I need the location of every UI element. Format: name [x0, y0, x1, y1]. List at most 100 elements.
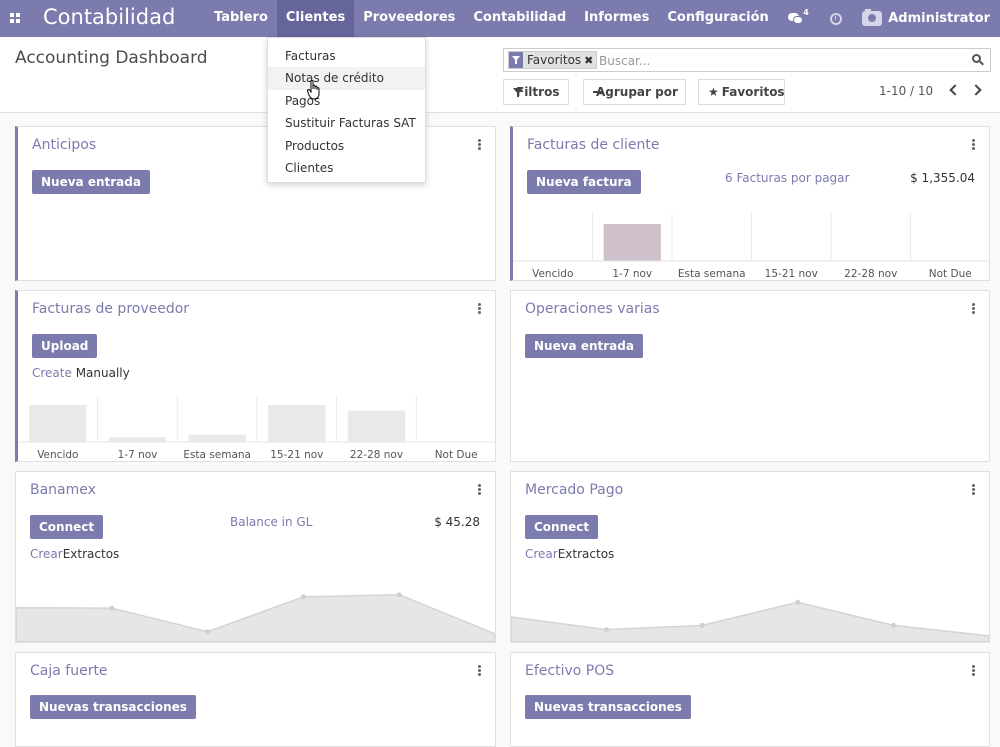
card-banamex: Banamex Connect Balance in GL $ 45.28 Cr… [15, 471, 496, 643]
app-brand[interactable]: Contabilidad [43, 5, 176, 29]
dropdown-item-productos[interactable]: Productos [285, 138, 345, 153]
facet-label: Favoritos [527, 53, 582, 67]
menu-configuracion[interactable]: Configuración [667, 10, 769, 25]
facet-close-icon[interactable]: ✖ [584, 53, 594, 67]
dropdown-item-clientes[interactable]: Clientes [285, 160, 334, 175]
user-menu[interactable]: Administrator [888, 11, 990, 26]
manually-text: Manually [71, 366, 130, 380]
search-box[interactable]: Favoritos ✖ [503, 48, 991, 72]
search-icon[interactable] [972, 54, 984, 66]
kebab-menu-icon[interactable] [972, 665, 975, 676]
activity-clock-icon[interactable] [830, 12, 843, 25]
bar-tick-label: 1-7 nov [118, 449, 158, 461]
kebab-menu-icon[interactable] [972, 139, 975, 150]
area-point[interactable] [109, 605, 115, 611]
kebab-menu-icon[interactable] [972, 484, 975, 495]
main-menu: Tablero Clientes Proveedores Contabilida… [205, 0, 778, 37]
bar-1-7-nov[interactable] [108, 437, 167, 442]
card-caja-fuerte: Caja fuerte Nuevas transacciones [15, 652, 496, 747]
favorites-label: Favoritos [721, 85, 785, 99]
favorites-button[interactable]: ★ Favoritos [698, 79, 785, 105]
menu-informes[interactable]: Informes [584, 10, 650, 25]
card-title[interactable]: Caja fuerte [30, 663, 108, 679]
card-facturas-cliente: Facturas de cliente Nueva factura 6 Fact… [510, 126, 990, 281]
chat-icon[interactable]: 4 [788, 8, 809, 25]
area-chart-banamex [16, 592, 495, 642]
balance-amount: $ 45.28 [434, 515, 480, 529]
bar-tick-label: 22-28 nov [350, 449, 403, 461]
menu-proveedores[interactable]: Proveedores [363, 10, 456, 25]
nueva-entrada-button[interactable]: Nueva entrada [525, 334, 643, 358]
group-by-button[interactable]: Agrupar por [583, 79, 686, 105]
upload-button[interactable]: Upload [32, 334, 98, 358]
dropdown-item-facturas[interactable]: Facturas [285, 49, 336, 63]
bar-tick-label: 22-28 nov [844, 268, 897, 280]
bar-vencido[interactable] [29, 405, 87, 442]
apps-menu-icon[interactable] [10, 13, 20, 23]
card-title[interactable]: Anticipos [32, 137, 97, 153]
bar-chart-facturas-proveedor: Vencido 1-7 nov Esta semana 15-21 nov 22-28 … [18, 395, 496, 461]
bar-tick-label: 1-7 nov [612, 268, 652, 280]
bar-1-7-nov[interactable] [603, 224, 661, 261]
filters-label: Filtros [516, 85, 560, 99]
search-input[interactable] [599, 52, 959, 70]
card-title[interactable]: Operaciones varias [525, 301, 660, 317]
card-title[interactable]: Facturas de proveedor [32, 301, 190, 317]
area-point[interactable] [604, 627, 610, 633]
area-series [511, 601, 989, 642]
nueva-factura-button[interactable]: Nueva factura [527, 170, 641, 194]
chevron-left-icon[interactable] [949, 84, 961, 96]
chevron-right-icon[interactable] [970, 84, 982, 96]
area-point[interactable] [699, 622, 705, 628]
extractos-text: Extractos [62, 547, 120, 561]
bar-22-28-nov[interactable] [347, 410, 406, 442]
bar-chart-facturas-cliente: Vencido 1-7 nov Esta semana 15-21 nov 22-28 … [513, 213, 990, 280]
area-point[interactable] [396, 592, 402, 598]
user-avatar-icon[interactable] [862, 9, 883, 26]
card-title[interactable]: Banamex [30, 482, 96, 498]
crear-link[interactable]: Crear [525, 547, 558, 561]
clientes-dropdown: Facturas Notas de crédito Pagos Sustitui… [267, 37, 426, 183]
crear-link[interactable]: Crear [30, 547, 63, 561]
nueva-entrada-button[interactable]: Nueva entrada [32, 170, 150, 194]
create-link[interactable]: Create [32, 366, 72, 380]
card-mercado-pago: Mercado Pago Connect CrearExtractos [510, 471, 990, 643]
card-anticipos: Anticipos Nueva entrada [15, 126, 496, 281]
menu-tablero[interactable]: Tablero [214, 10, 268, 25]
balance-in-gl-link[interactable]: Balance in GL [230, 515, 313, 529]
dropdown-item-pagos[interactable]: Pagos [285, 93, 321, 108]
bar-esta-semana[interactable] [188, 434, 246, 442]
facturas-por-pagar-link[interactable]: 6 Facturas por pagar [725, 171, 850, 185]
filter-icon [509, 52, 523, 68]
area-point[interactable] [890, 622, 896, 628]
systray: 4 Administrator [788, 0, 990, 37]
facturas-amount: $ 1,355.04 [910, 171, 975, 185]
bar-tick-label: 15-21 nov [765, 268, 818, 280]
bar-tick-label: 15-21 nov [270, 449, 323, 461]
menu-clientes[interactable]: Clientes [276, 0, 355, 37]
card-title[interactable]: Efectivo POS [525, 663, 615, 679]
nuevas-transacciones-button[interactable]: Nuevas transacciones [30, 695, 196, 719]
bar-15-21-nov[interactable] [268, 405, 326, 442]
area-point[interactable] [300, 594, 306, 600]
area-point[interactable] [795, 599, 801, 605]
kebab-menu-icon[interactable] [478, 303, 481, 314]
pager-value[interactable]: 1-10 / 10 [879, 84, 934, 98]
card-efectivo-pos: Efectivo POS Nuevas transacciones [510, 652, 990, 747]
menu-contabilidad[interactable]: Contabilidad [473, 10, 567, 25]
card-title[interactable]: Facturas de cliente [527, 137, 660, 153]
connect-button[interactable]: Connect [525, 515, 599, 539]
connect-button[interactable]: Connect [30, 515, 104, 539]
kebab-menu-icon[interactable] [972, 303, 975, 314]
kebab-menu-icon[interactable] [478, 139, 481, 150]
kebab-menu-icon[interactable] [478, 484, 481, 495]
kebab-menu-icon[interactable] [478, 665, 481, 676]
dropdown-item-notas-credito[interactable]: Notas de crédito [268, 67, 425, 90]
filters-button[interactable]: Filtros [503, 79, 569, 105]
dropdown-item-sustituir-facturas[interactable]: Sustituir Facturas SAT [285, 116, 416, 131]
nuevas-transacciones-button[interactable]: Nuevas transacciones [525, 695, 691, 719]
crear-extractos-row: CrearExtractos [525, 547, 614, 561]
area-point[interactable] [205, 629, 211, 635]
card-title[interactable]: Mercado Pago [525, 482, 624, 498]
star-icon: ★ [708, 85, 719, 99]
